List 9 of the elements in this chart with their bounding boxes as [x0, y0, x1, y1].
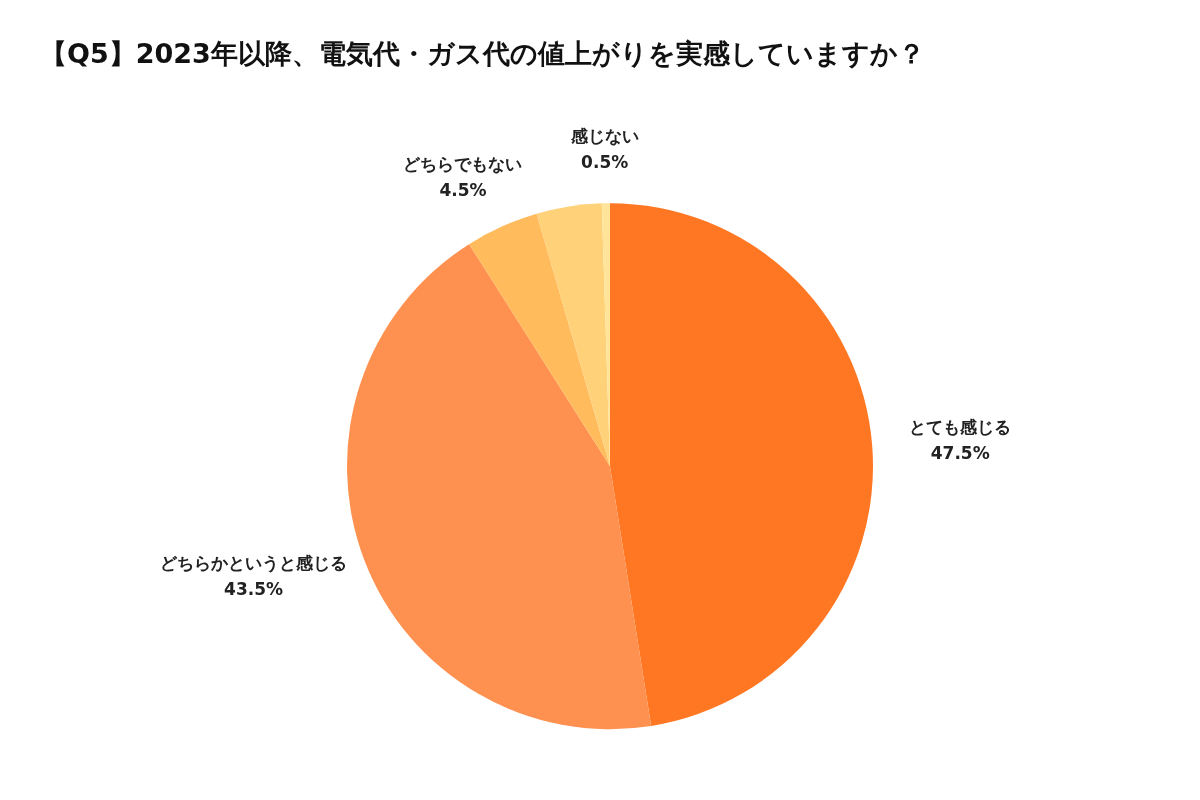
chart-title: 【Q5】2023年以降、電気代・ガス代の値上がりを実感していますか？ [40, 38, 925, 70]
slice-label: どちらかというと感じる [160, 553, 348, 574]
slice-label: どちらでもない [403, 153, 523, 174]
data-label: 4.5% [439, 179, 487, 200]
data-label: 0.5% [581, 152, 629, 173]
data-label: 47.5% [930, 442, 990, 463]
slice-label: とても感じる [909, 416, 1012, 437]
data-label: 43.5% [224, 579, 284, 600]
slice-label: 感じない [569, 126, 639, 147]
